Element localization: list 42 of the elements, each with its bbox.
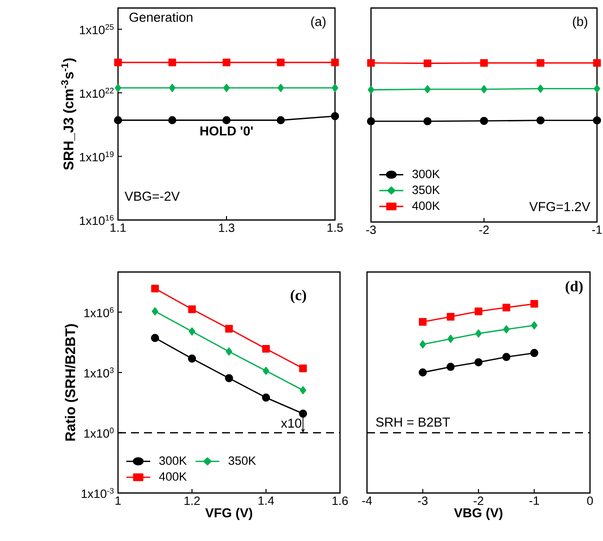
- y-tick-label: 1x10$^{-3}$: [82, 488, 114, 498]
- x-tick-label: 1.2: [184, 496, 200, 505]
- x-axis-title: VFG (V): [205, 508, 252, 520]
- legend-label: 350K: [412, 186, 440, 194]
- x-tick-label: 1: [116, 496, 121, 505]
- y-axis-title: Ratio (SRH/B2BT): [64, 324, 78, 441]
- x-tick-label: 1.1: [110, 224, 126, 232]
- x-axis-title: VBG (V): [454, 508, 502, 520]
- annotation: (b): [572, 16, 588, 29]
- annotation: HOLD '0': [200, 126, 253, 136]
- y-tick-label: 1x10$^{3}$: [84, 367, 114, 378]
- x-tick-label: -1: [592, 226, 602, 234]
- annotation: VFG=1.2V: [529, 202, 590, 212]
- y-tick-label: 1x10$^{19}$: [80, 151, 114, 162]
- x-tick-label: -1: [529, 496, 539, 505]
- x-tick-label: -3: [366, 226, 376, 234]
- x-tick-label: 1.3: [219, 224, 234, 232]
- x-tick-label: 0: [587, 496, 593, 506]
- legend-label: 400K: [412, 201, 440, 210]
- annotation: VBG=-2V: [124, 192, 180, 201]
- y-tick-label: 1x10$^{22}$: [80, 88, 114, 98]
- y-tick-label: 1x10$^{6}$: [84, 307, 114, 318]
- legend-label: 300K: [412, 170, 440, 178]
- annotation: Generation: [130, 12, 192, 22]
- y-axis-title: SRH_J3 (cm$^{-3}$s$^{-1}$): [61, 58, 76, 170]
- x-tick-label: 1.6: [332, 496, 348, 506]
- x-tick-label: -2: [479, 226, 489, 234]
- legend-label: 350K: [228, 456, 256, 465]
- x-tick-label: -4: [362, 496, 372, 505]
- annotation: SRH = B2BT: [376, 417, 450, 427]
- annotation: x10: [280, 418, 302, 428]
- legend-label: 400K: [159, 472, 187, 481]
- x-tick-label: 1.4: [258, 496, 274, 505]
- y-tick-label: 1x10$^{0}$: [84, 428, 114, 438]
- x-tick-label: 1.5: [328, 224, 343, 232]
- x-tick-label: -2: [474, 496, 484, 505]
- x-tick-label: -3: [418, 496, 428, 506]
- legend-label: 300K: [159, 456, 187, 465]
- y-tick-label: 1x10$^{25}$: [80, 24, 114, 34]
- annotation: (c): [290, 290, 306, 304]
- annotation: (d): [566, 280, 583, 294]
- annotation: (a): [311, 16, 326, 29]
